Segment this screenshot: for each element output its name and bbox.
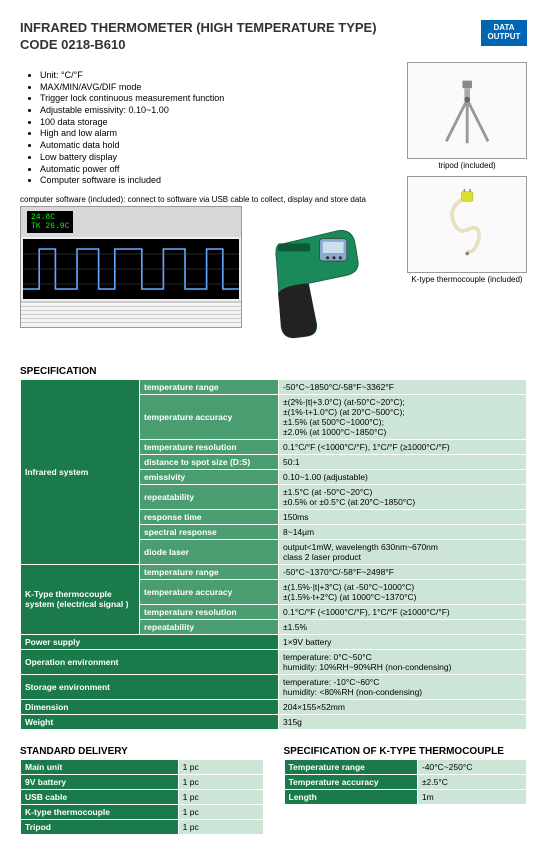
feature-item: Trigger lock continuous measurement func… xyxy=(40,93,399,105)
spec-label: temperature range xyxy=(140,379,279,394)
feature-list: Unit: °C/°FMAX/MIN/AVG/DIF modeTrigger l… xyxy=(20,70,399,187)
spec-group-infrared: Infrared system xyxy=(21,379,140,564)
delivery-qty: 1 pc xyxy=(178,789,263,804)
spec-label: temperature range xyxy=(140,564,279,579)
delivery-qty: 1 pc xyxy=(178,759,263,774)
ktype-spec-header: SPECIFICATION OF K-TYPE THERMOCOUPLE xyxy=(284,746,528,757)
delivery-header: STANDARD DELIVERY xyxy=(20,746,264,757)
spec-value: 315g xyxy=(279,714,527,729)
software-reading: 24.8C TK 26.9C xyxy=(27,211,73,233)
tripod-image xyxy=(407,62,527,159)
ktype-spec-table: Temperature range-40°C~250°CTemperature … xyxy=(284,759,528,805)
delivery-item: K-type thermocouple xyxy=(21,804,179,819)
delivery-item: Tripod xyxy=(21,819,179,834)
feature-item: Unit: °C/°F xyxy=(40,70,399,82)
spec-value: 50:1 xyxy=(279,454,527,469)
spec-value: -50°C~1850°C/-58°F~3362°F xyxy=(279,379,527,394)
feature-item: High and low alarm xyxy=(40,128,399,140)
spec-value: temperature: -10°C~60°Chumidity: <80%RH … xyxy=(279,674,527,699)
feature-item: Computer software is included xyxy=(40,175,399,187)
spec-table: Infrared systemtemperature range-50°C~18… xyxy=(20,379,527,730)
spec-value: ±1.5°C (at -50°C~20°C)±0.5% or ±0.5°C (a… xyxy=(279,484,527,509)
spec-value: output<1mW, wavelength 630nm~670nmclass … xyxy=(279,539,527,564)
ktype-spec-label: Length xyxy=(284,789,417,804)
software-caption: computer software (included): connect to… xyxy=(20,195,399,204)
spec-value: ±1.5% xyxy=(279,619,527,634)
ktype-spec-label: Temperature accuracy xyxy=(284,774,417,789)
spec-group-ktype: K-Type thermocouple system (electrical s… xyxy=(21,564,140,634)
spec-value: 0.1°C/°F (<1000°C/°F), 1°C/°F (≥1000°C/°… xyxy=(279,439,527,454)
spec-value: 0.10~1.00 (adjustable) xyxy=(279,469,527,484)
page-title: INFRARED THERMOMETER (HIGH TEMPERATURE T… xyxy=(20,20,377,35)
spec-label: spectral response xyxy=(140,524,279,539)
feature-item: Automatic power off xyxy=(40,164,399,176)
spec-value: 0.1°C/°F (<1000°C/°F), 1°C/°F (≥1000°C/°… xyxy=(279,604,527,619)
spec-label: temperature resolution xyxy=(140,604,279,619)
spec-label: Storage environment xyxy=(21,674,279,699)
spec-value: -50°C~1370°C/-58°F~2498°F xyxy=(279,564,527,579)
spec-header: SPECIFICATION xyxy=(20,366,527,377)
delivery-qty: 1 pc xyxy=(178,819,263,834)
spec-label: temperature resolution xyxy=(140,439,279,454)
spec-value: ±(1.5%·|t|+3°C) (at -50°C~1000°C)±(1.5%·… xyxy=(279,579,527,604)
spec-label: repeatability xyxy=(140,484,279,509)
software-screenshot: 24.8C TK 26.9C xyxy=(20,206,242,328)
badge-line2: OUTPUT xyxy=(487,33,521,42)
ktype-spec-value: -40°C~250°C xyxy=(417,759,526,774)
spec-value: 150ms xyxy=(279,509,527,524)
delivery-table: Main unit1 pc9V battery1 pcUSB cable1 pc… xyxy=(20,759,264,835)
spec-label: emissivity xyxy=(140,469,279,484)
spec-label: temperature accuracy xyxy=(140,579,279,604)
spec-label: Weight xyxy=(21,714,279,729)
ktype-spec-value: ±2.5°C xyxy=(417,774,526,789)
tripod-caption: tripod (included) xyxy=(407,161,527,170)
spec-label: Power supply xyxy=(21,634,279,649)
feature-item: 100 data storage xyxy=(40,117,399,129)
spec-value: ±(2%·|t|+3.0°C) (at-50°C~20°C);±(1%·t+1.… xyxy=(279,394,527,439)
spec-label: repeatability xyxy=(140,619,279,634)
thermocouple-image xyxy=(407,176,527,273)
feature-item: MAX/MIN/AVG/DIF mode xyxy=(40,82,399,94)
delivery-item: Main unit xyxy=(21,759,179,774)
delivery-item: USB cable xyxy=(21,789,179,804)
product-code: CODE 0218-B610 xyxy=(20,37,377,52)
spec-label: temperature accuracy xyxy=(140,394,279,439)
feature-item: Low battery display xyxy=(40,152,399,164)
ktype-spec-value: 1m xyxy=(417,789,526,804)
spec-label: response time xyxy=(140,509,279,524)
spec-label: distance to spot size (D:S) xyxy=(140,454,279,469)
spec-value: 8~14μm xyxy=(279,524,527,539)
spec-label: Dimension xyxy=(21,699,279,714)
product-image xyxy=(248,206,388,356)
data-output-badge: DATA OUTPUT xyxy=(481,20,527,46)
ktype-spec-label: Temperature range xyxy=(284,759,417,774)
feature-item: Adjustable emissivity: 0.10~1.00 xyxy=(40,105,399,117)
feature-item: Automatic data hold xyxy=(40,140,399,152)
delivery-qty: 1 pc xyxy=(178,774,263,789)
spec-label: diode laser xyxy=(140,539,279,564)
delivery-item: 9V battery xyxy=(21,774,179,789)
spec-label: Operation environment xyxy=(21,649,279,674)
spec-value: temperature: 0°C~50°Chumidity: 10%RH~90%… xyxy=(279,649,527,674)
spec-value: 204×155×52mm xyxy=(279,699,527,714)
spec-value: 1×9V battery xyxy=(279,634,527,649)
thermocouple-caption: K-type thermocouple (included) xyxy=(407,275,527,284)
delivery-qty: 1 pc xyxy=(178,804,263,819)
